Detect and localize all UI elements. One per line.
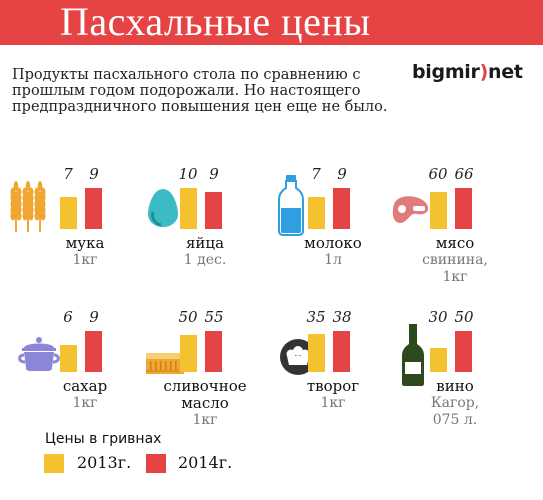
legend-title: Цены в гривнах <box>45 431 162 447</box>
bigmir-logo[interactable]: bigmir)net <box>412 61 536 83</box>
product-unit: 1кг <box>72 395 98 411</box>
bar-2014 <box>85 331 102 372</box>
product-name-line2: масло <box>181 394 229 412</box>
value-label-2013: 7 <box>311 165 321 183</box>
value-label-2014: 50 <box>454 308 474 326</box>
product-unit-line2: 1кг <box>442 269 468 285</box>
bar-2014 <box>333 331 350 372</box>
logo-part1: bigmir <box>412 61 480 83</box>
product-unit: Кагор, <box>430 395 480 411</box>
value-label-2014: 9 <box>89 308 99 326</box>
legend-label-2013: 2013г. <box>77 453 132 472</box>
value-label-2014: 9 <box>209 165 219 183</box>
wheat-icon <box>8 172 54 236</box>
legend-swatch-2014 <box>146 454 166 473</box>
product-unit: 1кг <box>72 252 98 268</box>
subtitle: Продукты пасхального стола по сравнению … <box>12 67 388 115</box>
value-label-2013: 6 <box>63 308 73 326</box>
value-label-2013: 60 <box>428 165 448 183</box>
value-label-2014: 9 <box>89 165 99 183</box>
value-label-2014: 55 <box>204 308 224 326</box>
legend-label-2014: 2014г. <box>178 453 233 472</box>
bar-2014 <box>205 331 222 372</box>
bar-2014 <box>455 331 472 372</box>
product-name: яйца <box>185 234 225 252</box>
legend-swatch-2013 <box>44 454 64 473</box>
egg-icon <box>147 188 179 232</box>
bar-2013 <box>430 348 447 372</box>
bar-2014 <box>205 192 222 229</box>
page-title: Пасхальные цены <box>60 0 371 44</box>
product-unit-line2: 075 л. <box>432 412 478 428</box>
milk-bottle-icon <box>278 174 304 240</box>
value-label-2014: 38 <box>332 308 352 326</box>
bar-2013 <box>60 197 77 229</box>
meat-icon <box>392 195 430 229</box>
value-label-2013: 10 <box>178 165 198 183</box>
value-label-2013: 50 <box>178 308 198 326</box>
bar-2014 <box>85 188 102 229</box>
bar-2014 <box>455 188 472 229</box>
title-banner: Пасхальные цены <box>0 0 543 45</box>
value-label-2014: 9 <box>337 165 347 183</box>
value-label-2013: 30 <box>428 308 448 326</box>
product-name: мясо <box>435 234 475 252</box>
product-name: творог <box>306 377 360 395</box>
value-label-2013: 35 <box>306 308 326 326</box>
product-name: сахар <box>62 377 108 395</box>
butter-icon <box>145 349 185 379</box>
logo-text: bigmir)net <box>412 61 523 83</box>
value-label-2013: 7 <box>63 165 73 183</box>
bar-2013 <box>308 197 325 229</box>
bar-2014 <box>333 188 350 229</box>
logo-accent: ) <box>479 61 489 83</box>
cottage-cheese-icon <box>279 338 317 380</box>
product-unit: свинина, <box>422 252 488 268</box>
product-unit: 1л <box>324 252 342 268</box>
wine-bottle-icon <box>401 324 425 390</box>
product-name: сливочное <box>163 377 247 395</box>
logo-part2: net <box>488 61 523 83</box>
bar-2013 <box>430 192 447 229</box>
sugar-bowl-icon <box>17 336 61 376</box>
product-name: вино <box>436 377 474 395</box>
product-unit: 1кг <box>192 412 218 428</box>
bar-2013 <box>180 188 197 229</box>
product-name: молоко <box>304 234 362 252</box>
bar-2013 <box>180 335 197 372</box>
value-label-2014: 66 <box>454 165 474 183</box>
bar-2013 <box>308 334 325 372</box>
bar-2013 <box>60 345 77 372</box>
product-unit: 1 дес. <box>183 252 227 268</box>
product-name: мука <box>65 234 105 252</box>
product-unit: 1кг <box>320 395 346 411</box>
